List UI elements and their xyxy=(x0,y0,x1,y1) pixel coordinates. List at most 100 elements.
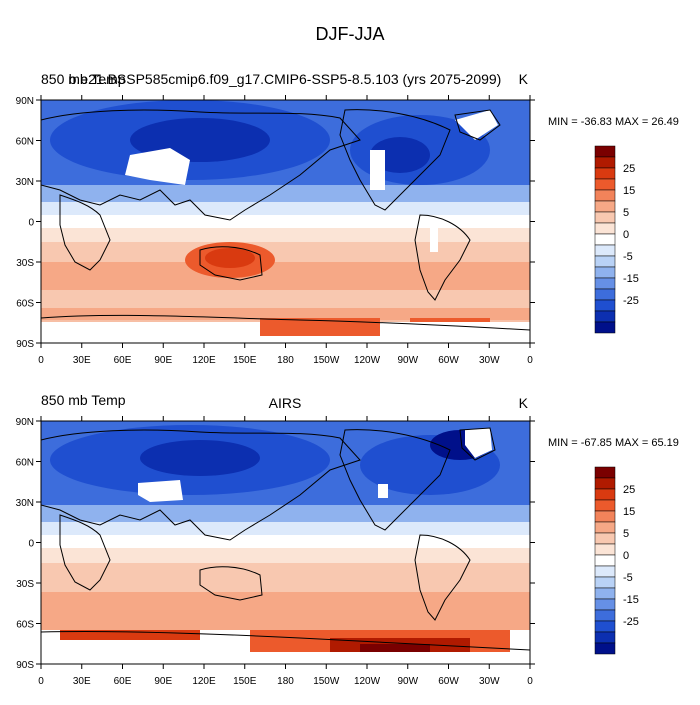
colorbar-label: 5 xyxy=(623,207,629,219)
lon-tick-label: 120W xyxy=(354,676,381,687)
colorbar-swatch xyxy=(594,255,616,268)
panel-2-units: K xyxy=(519,395,529,411)
colorbar-swatch xyxy=(594,510,616,523)
colorbar-swatch xyxy=(594,543,616,556)
colorbar-label: 0 xyxy=(623,229,629,241)
panel-1-units: K xyxy=(519,71,529,87)
colorbar-label: -15 xyxy=(623,594,639,606)
colorbar-swatch xyxy=(594,189,616,202)
lon-tick-label: 0 xyxy=(527,355,533,366)
panel-1-center-title: b.e21.BSSP585cmip6.f09_g17.CMIP6-SSP5-8.… xyxy=(69,71,502,87)
colorbar-swatch xyxy=(594,521,616,534)
colorbar-swatch xyxy=(594,200,616,213)
lon-tick-label: 120E xyxy=(192,676,216,687)
colorbar-swatch xyxy=(594,532,616,545)
lat-tick-label: 0 xyxy=(28,218,34,229)
lon-tick-label: 90E xyxy=(154,676,172,687)
colorbar-label: -25 xyxy=(623,616,639,628)
colorbar-swatch xyxy=(594,499,616,512)
panel-2-center-title: AIRS xyxy=(269,395,302,411)
colorbar-swatch xyxy=(594,299,616,312)
colorbar-swatch xyxy=(594,233,616,246)
colorbar-swatch xyxy=(594,277,616,290)
colorbar-swatch xyxy=(594,167,616,180)
colorbar-label: -5 xyxy=(623,251,633,263)
colorbar-label: -5 xyxy=(623,572,633,584)
colorbar-swatch xyxy=(594,178,616,191)
colorbar-swatch xyxy=(594,642,616,655)
lon-tick-label: 0 xyxy=(38,676,44,687)
panel-1-stats: MIN = -36.83 MAX = 26.49 xyxy=(548,116,679,128)
lat-tick-label: 30S xyxy=(16,258,34,269)
panel-2-left-title: 850 mb Temp xyxy=(41,392,126,408)
lon-tick-label: 90W xyxy=(397,676,418,687)
colorbar-label: 5 xyxy=(623,528,629,540)
colorbar-label: 15 xyxy=(623,185,635,197)
panel-2-map xyxy=(41,421,530,664)
colorbar-label: -15 xyxy=(623,273,639,285)
colorbar-swatch xyxy=(594,565,616,578)
lon-tick-label: 180 xyxy=(277,355,294,366)
colorbar-label: 25 xyxy=(623,484,635,496)
lon-tick-label: 180 xyxy=(277,676,294,687)
lon-tick-label: 60W xyxy=(438,676,459,687)
panel-2-stats: MIN = -67.85 MAX = 65.19 xyxy=(548,437,679,449)
colorbar-swatch xyxy=(594,554,616,567)
lat-tick-label: 0 xyxy=(28,539,34,550)
lat-tick-label: 30S xyxy=(16,579,34,590)
lon-tick-label: 30W xyxy=(479,676,500,687)
panel-1: 850 mb Temp b.e21.BSSP585cmip6.f09_g17.C… xyxy=(40,71,679,344)
lon-tick-label: 150E xyxy=(233,355,257,366)
colorbar-label: -25 xyxy=(623,295,639,307)
lon-tick-label: 150W xyxy=(313,676,340,687)
lat-tick-label: 30N xyxy=(16,498,34,509)
colorbar-label: 15 xyxy=(623,506,635,518)
colorbar-swatch xyxy=(594,631,616,644)
colorbar-swatch xyxy=(594,477,616,490)
panel-2: 850 mb Temp AIRS K xyxy=(40,392,679,665)
colorbar-swatch xyxy=(594,488,616,501)
lat-tick-label: 30N xyxy=(16,177,34,188)
lon-tick-label: 60W xyxy=(438,355,459,366)
colorbar-swatch xyxy=(594,598,616,611)
colorbar-label: 0 xyxy=(623,550,629,562)
colorbar-swatch xyxy=(594,211,616,224)
lon-tick-label: 90E xyxy=(154,355,172,366)
lon-tick-label: 150W xyxy=(313,355,340,366)
lat-tick-label: 90S xyxy=(16,660,34,671)
lon-tick-label: 30E xyxy=(73,355,91,366)
lon-tick-label: 0 xyxy=(527,676,533,687)
panel-1-colorbar: 25 15 5 0 -5 -15 -25 xyxy=(594,145,639,334)
lon-tick-label: 30W xyxy=(479,355,500,366)
colorbar-swatch xyxy=(594,145,616,158)
lat-tick-label: 90N xyxy=(16,96,34,107)
colorbar-swatch xyxy=(594,587,616,600)
lon-tick-label: 60E xyxy=(114,355,132,366)
lon-tick-label: 90W xyxy=(397,355,418,366)
lat-tick-label: 90N xyxy=(16,417,34,428)
colorbar-swatch xyxy=(594,466,616,479)
colorbar-swatch xyxy=(594,244,616,257)
panel-1-map xyxy=(41,100,530,343)
colorbar-swatch xyxy=(594,609,616,622)
colorbar-swatch xyxy=(594,620,616,633)
lon-tick-label: 0 xyxy=(38,355,44,366)
colorbar-label: 25 xyxy=(623,163,635,175)
lon-tick-label: 30E xyxy=(73,676,91,687)
colorbar-swatch xyxy=(594,156,616,169)
colorbar-swatch xyxy=(594,310,616,323)
lat-tick-label: 90S xyxy=(16,339,34,350)
lon-tick-label: 150E xyxy=(233,676,257,687)
lon-tick-label: 120E xyxy=(192,355,216,366)
colorbar-swatch xyxy=(594,266,616,279)
lat-tick-label: 60S xyxy=(16,620,34,631)
colorbar-swatch xyxy=(594,321,616,334)
page-title: DJF-JJA xyxy=(316,24,385,44)
lat-tick-label: 60S xyxy=(16,299,34,310)
lat-tick-label: 60N xyxy=(16,137,34,148)
lon-tick-label: 60E xyxy=(114,676,132,687)
colorbar-swatch xyxy=(594,288,616,301)
colorbar-swatch xyxy=(594,576,616,589)
panel-2-colorbar: 25 15 5 0 -5 -15 -25 xyxy=(594,466,639,655)
